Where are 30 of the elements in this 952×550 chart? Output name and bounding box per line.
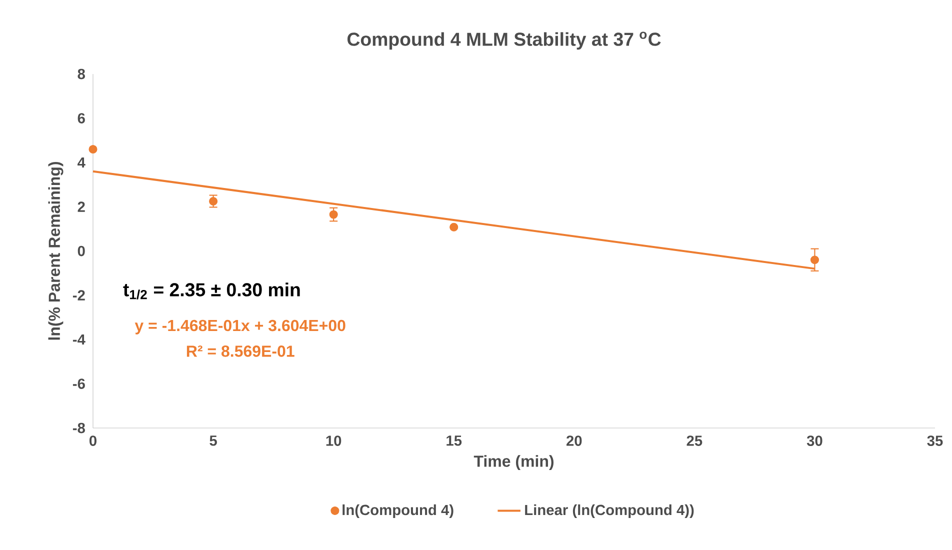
- x-tick-label: 25: [686, 436, 702, 446]
- y-tick-label: 6: [78, 113, 85, 124]
- x-tick-label: 0: [90, 436, 96, 446]
- annotation: R² = 8.569E-01: [186, 346, 294, 357]
- y-tick-label: 8: [78, 68, 85, 80]
- y-axis-title: ln(% Parent Remaining): [48, 162, 64, 340]
- annotation: t$_{1/2}$ = 2.35 ± 0.30 min: [123, 282, 300, 300]
- chart-title: Compound 4 MLM Stability at 37 $^{o}$C: [347, 32, 661, 50]
- x-axis-title: Time (min): [474, 455, 554, 470]
- y-tick-label: -6: [72, 378, 85, 389]
- point: [209, 196, 218, 206]
- x-tick-label: 5: [210, 436, 217, 446]
- y-tick-label: -2: [72, 290, 85, 300]
- annotation: y = -1.468E-01x + 3.604E+00: [134, 320, 346, 334]
- legend-label: ln(Compound 4): [342, 504, 454, 518]
- point: [810, 256, 819, 264]
- y-tick-label: -8: [72, 422, 85, 434]
- point: [329, 210, 338, 219]
- y-tick-label: -4: [72, 334, 86, 345]
- y-tick-label: 2: [78, 202, 85, 212]
- point: [88, 144, 98, 154]
- y-tick-label: 0: [78, 246, 85, 256]
- point: [450, 222, 458, 232]
- y-tick-label: 4: [78, 157, 86, 168]
- x-tick-label: 20: [566, 436, 582, 446]
- x-tick-label: 15: [446, 436, 462, 446]
- x-tick-label: 10: [326, 436, 342, 446]
- x-tick-label: 30: [806, 436, 822, 446]
- x-tick-label: 35: [927, 436, 943, 446]
- legend-label: Linear (ln(Compound 4)): [525, 504, 694, 518]
